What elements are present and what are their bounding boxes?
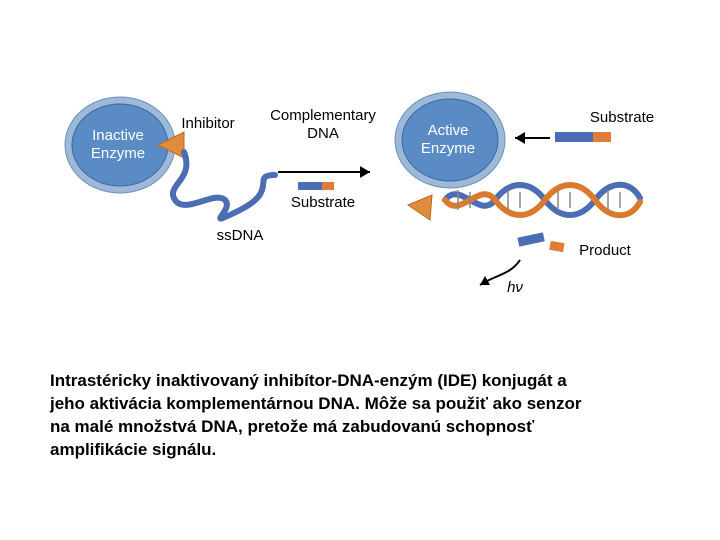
caption-line2: jeho aktivácia komplementárnou DNA. Môže… [50,394,582,413]
caption-line1-bold: inhibítor-DNA-enzým (IDE) konjugát [264,371,553,390]
hv-label: hν [507,279,523,296]
inhibitor-label: Inhibitor [181,115,234,132]
caption-line1-suffix: a [553,371,567,390]
caption-line3: na malé množstvá DNA, pretože má zabudov… [50,417,534,436]
inactive-label-2: Enzyme [91,145,145,162]
substrate-label-center: Substrate [291,194,355,211]
caption-text: Intrastéricky inaktivovaný inhibítor-DNA… [50,370,670,462]
reaction-arrow-icon [278,166,370,178]
active-label-1: Active [428,122,469,139]
substrate-small-icon [298,182,334,190]
ssdna-label: ssDNA [217,227,264,244]
caption-line4: amplifikácie signálu. [50,440,216,459]
dna-duplex-icon [445,185,640,216]
product-label: Product [579,242,632,259]
ssdna-strand [173,152,275,219]
substrate-right-icon [515,132,611,144]
active-label-2: Enzyme [421,140,475,157]
caption-line1-prefix: Intrastéricky inaktivovaný [50,371,264,390]
diagram-container: Inactive Enzyme Inhibitor ssDNA Compleme… [50,60,670,320]
active-enzyme: Active Enzyme [395,92,505,188]
released-inhibitor-icon [408,195,432,220]
substrate-label-right: Substrate [590,109,654,126]
inactive-label-1: Inactive [92,127,144,144]
product-icon [517,232,564,252]
complementary-label-1: Complementary [270,107,376,124]
complementary-label-2: DNA [307,125,339,142]
